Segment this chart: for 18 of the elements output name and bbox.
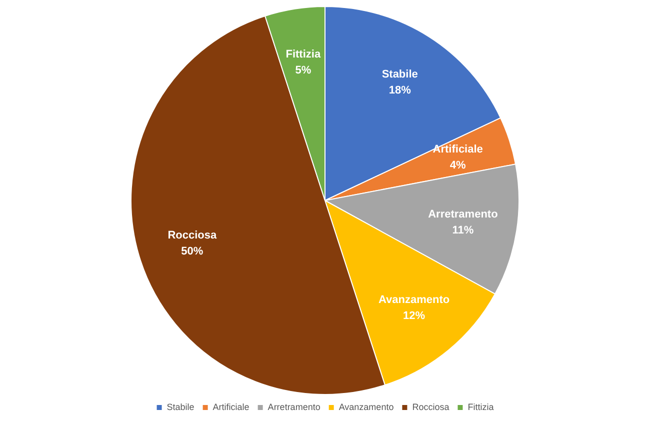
slice-label: Rocciosa: [168, 230, 218, 242]
legend-label: Fittizia: [468, 402, 494, 412]
data-label: 50%: [181, 246, 204, 258]
data-label: 4%: [450, 159, 466, 172]
legend-label: Artificiale: [212, 402, 250, 412]
legend-label: Avanzamento: [338, 402, 394, 412]
legend-label: Rocciosa: [412, 402, 450, 412]
legend-label: Stabile: [166, 402, 194, 412]
data-label: 11%: [452, 224, 474, 236]
data-label: 18%: [388, 84, 412, 97]
slice-label: Stabile: [382, 68, 418, 81]
slice-label: Arretramento: [428, 208, 498, 220]
slice-label: Fittizia: [286, 48, 322, 61]
legend-label: Arretramento: [268, 402, 320, 412]
data-label: 5%: [295, 64, 312, 77]
slice-label: Artificiale: [432, 143, 483, 156]
data-label: 12%: [403, 310, 426, 322]
slice-label: Avanzamento: [378, 294, 450, 306]
